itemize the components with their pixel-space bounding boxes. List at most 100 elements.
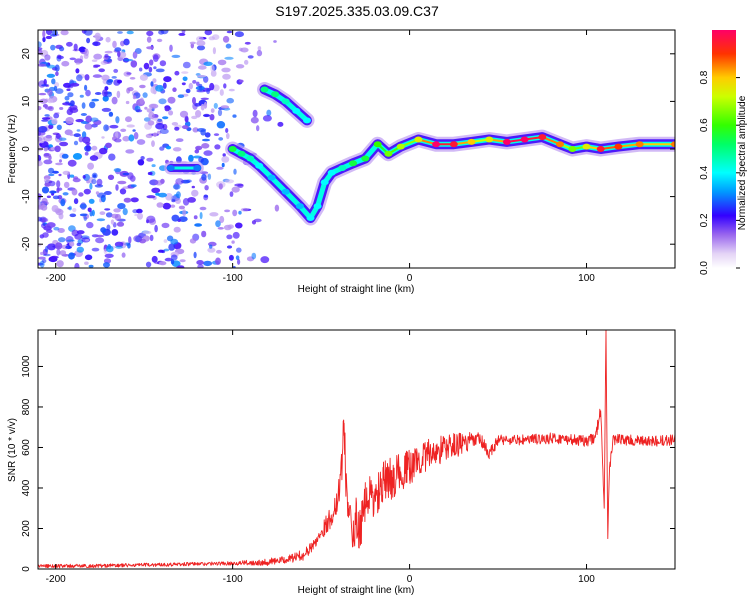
- noise-speck: [121, 252, 126, 258]
- noise-speck: [95, 234, 105, 238]
- noise-speck: [55, 133, 61, 140]
- noise-speck: [192, 80, 197, 84]
- noise-speck: [42, 232, 49, 238]
- spectrogram-y-ticks: -20 -10 0 10 20: [21, 48, 675, 251]
- snr-x-label: Height of straight line (km): [298, 585, 415, 596]
- noise-speck: [217, 59, 227, 66]
- noise-speck: [43, 147, 48, 152]
- noise-speck: [207, 173, 212, 180]
- noise-speck: [48, 167, 55, 174]
- noise-speck: [55, 71, 59, 77]
- noise-speck: [233, 168, 237, 175]
- noise-speck: [165, 193, 173, 201]
- noise-speck: [169, 44, 173, 52]
- noise-speck: [64, 95, 70, 101]
- noise-speck: [38, 50, 42, 54]
- noise-speck: [232, 209, 238, 217]
- noise-speck: [109, 124, 119, 129]
- noise-speck: [91, 155, 97, 160]
- noise-speck: [253, 218, 262, 223]
- noise-speck: [65, 117, 74, 124]
- noise-speck: [146, 215, 156, 223]
- noise-speck: [72, 153, 83, 160]
- noise-speck: [50, 255, 59, 259]
- noise-speck: [252, 109, 258, 118]
- noise-speck: [146, 36, 152, 43]
- spectrogram-y-label: Frequency (Hz): [7, 115, 18, 184]
- noise-speck: [223, 83, 227, 89]
- noise-speck: [58, 213, 64, 220]
- noise-speck: [46, 222, 56, 228]
- noise-speck: [122, 208, 128, 216]
- noise-speck: [100, 227, 107, 233]
- noise-speck: [93, 53, 103, 60]
- noise-speck: [151, 255, 158, 263]
- noise-speck: [235, 222, 243, 229]
- noise-speck: [148, 111, 155, 120]
- noise-speck: [153, 66, 157, 70]
- noise-speck: [73, 43, 78, 51]
- noise-speck: [231, 240, 235, 244]
- noise-speck: [203, 150, 213, 156]
- colorbar-tick-label: 0.0: [699, 261, 710, 275]
- noise-speck: [91, 98, 100, 102]
- noise-speck: [86, 37, 91, 44]
- noise-speck: [107, 174, 115, 180]
- noise-speck: [111, 76, 117, 79]
- noise-speck: [155, 84, 164, 92]
- secondary-trace-point: [292, 107, 301, 114]
- noise-speck: [226, 234, 233, 240]
- noise-speck: [45, 30, 53, 36]
- noise-speck: [68, 252, 75, 260]
- noise-speck: [53, 226, 60, 231]
- noise-speck: [43, 135, 53, 142]
- noise-speck: [76, 242, 82, 247]
- noise-speck: [72, 178, 81, 183]
- noise-speck: [203, 194, 209, 198]
- noise-speck: [171, 214, 180, 222]
- noise-speck: [238, 47, 243, 52]
- noise-speck: [102, 89, 108, 97]
- noise-speck: [75, 62, 81, 65]
- noise-speck: [135, 109, 143, 113]
- echo-trace-point: [485, 136, 494, 143]
- noise-speck: [76, 129, 81, 132]
- echo-trace-point: [449, 141, 458, 148]
- spec-y-tick-label: 10: [21, 95, 32, 107]
- noise-speck: [41, 218, 49, 222]
- noise-speck: [89, 101, 96, 109]
- noise-speck: [277, 121, 284, 127]
- noise-speck: [178, 32, 186, 36]
- noise-speck: [93, 64, 101, 68]
- noise-speck: [216, 121, 226, 129]
- noise-speck: [218, 183, 223, 190]
- noise-speck: [222, 73, 231, 80]
- noise-speck: [74, 262, 80, 268]
- snr-y-tick-label: 1000: [21, 355, 32, 378]
- noise-speck: [209, 82, 215, 91]
- noise-speck: [114, 47, 122, 52]
- noise-speck: [173, 226, 181, 233]
- noise-speck: [222, 153, 226, 157]
- noise-speck: [115, 184, 119, 191]
- snr-y-ticks: 0 200 400 600 800 1000: [21, 355, 675, 572]
- noise-speck: [117, 203, 126, 210]
- noise-speck: [88, 198, 95, 204]
- noise-speck: [91, 145, 98, 151]
- noise-speck: [41, 84, 49, 87]
- noise-speck: [204, 132, 211, 138]
- noise-speck: [225, 43, 232, 49]
- noise-speck: [84, 151, 89, 156]
- noise-speck: [117, 180, 127, 185]
- noise-speck: [156, 38, 163, 43]
- noise-speck: [179, 110, 189, 118]
- snr-y-tick-label: 0: [21, 566, 32, 572]
- noise-speck: [136, 208, 143, 214]
- noise-speck: [191, 115, 198, 120]
- noise-speck: [204, 185, 209, 191]
- noise-speck: [79, 203, 87, 209]
- noise-speck: [104, 253, 114, 258]
- noise-speck: [147, 120, 155, 126]
- snr-frame: [37, 329, 676, 570]
- noise-speck: [58, 173, 62, 177]
